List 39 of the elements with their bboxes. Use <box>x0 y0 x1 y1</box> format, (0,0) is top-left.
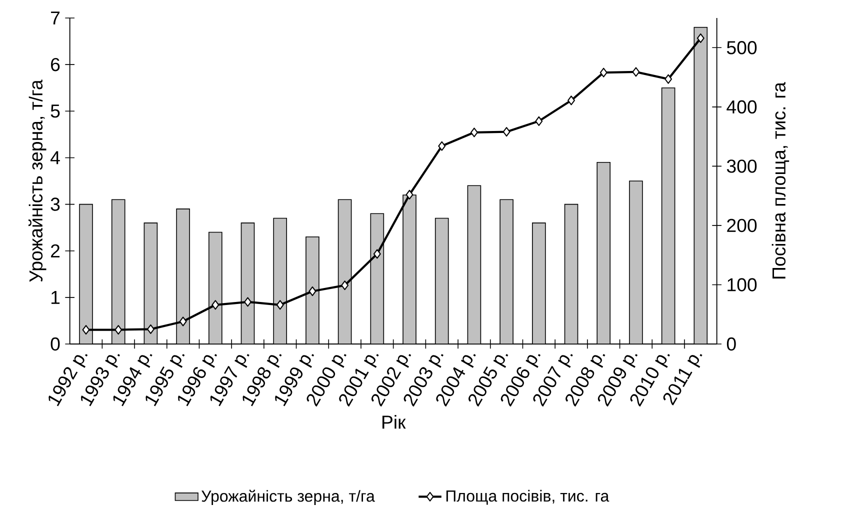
legend-label: Площа посівів, тис. га <box>446 490 610 505</box>
point <box>212 300 220 310</box>
point <box>502 127 510 137</box>
point <box>276 300 284 310</box>
point <box>373 249 381 259</box>
point <box>179 316 187 326</box>
point <box>535 116 543 126</box>
point <box>632 67 640 77</box>
legend-label: Урожайність зерна, т/га <box>202 490 375 505</box>
y-tick-label: 7 <box>51 12 60 24</box>
point <box>438 141 446 151</box>
y-tick-label: 1 <box>51 291 60 304</box>
point <box>114 324 122 335</box>
point <box>341 280 349 290</box>
point <box>406 190 414 200</box>
y2-tick-label: 0 <box>726 337 736 351</box>
point <box>470 128 478 138</box>
point <box>600 68 608 78</box>
y2-tick-label: 100 <box>728 278 757 292</box>
y-axis-title: Урожайність зерна, т/га <box>28 80 46 282</box>
point <box>146 324 154 334</box>
y-tick-label: 6 <box>51 58 60 72</box>
y-tick-label: 2 <box>51 244 60 258</box>
point <box>568 96 575 106</box>
y2-axis-title: Посівна площа, тис. га <box>772 82 790 278</box>
point <box>308 286 316 296</box>
y2-tick-label: 400 <box>726 100 757 114</box>
y-tick-label: 4 <box>50 151 60 164</box>
y-tick-label: 5 <box>50 104 60 118</box>
point <box>664 74 672 84</box>
point <box>82 324 90 335</box>
y2-tick-label: 300 <box>726 160 757 173</box>
x-axis-title: Рік <box>382 415 406 429</box>
point <box>244 297 252 307</box>
y2-tick-label: 500 <box>726 41 757 54</box>
y-tick-label: 3 <box>50 198 60 211</box>
y-tick-label: 0 <box>50 337 60 351</box>
point <box>696 33 704 43</box>
y2-tick-label: 200 <box>727 218 757 232</box>
